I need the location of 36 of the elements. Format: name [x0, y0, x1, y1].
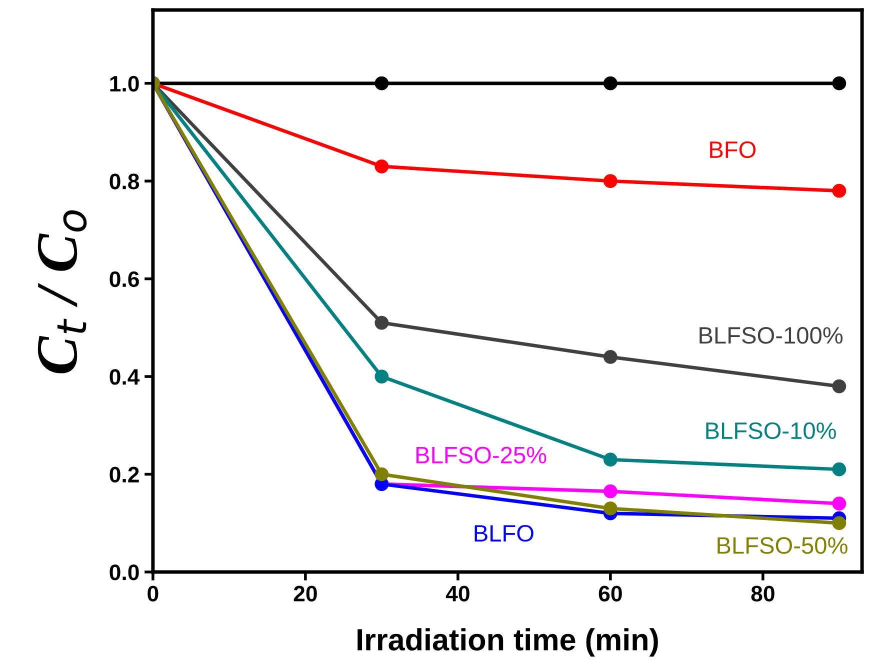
point — [832, 516, 846, 530]
point — [374, 467, 389, 482]
y-tick-label: 0.4 — [110, 369, 140, 385]
series-label: BFO — [710, 141, 756, 158]
point — [374, 159, 389, 174]
y-tick-label: 0.2 — [110, 466, 139, 483]
point — [374, 370, 389, 384]
point — [603, 350, 618, 364]
point — [603, 484, 618, 498]
series-label: BLFSO-25% — [416, 446, 546, 464]
series-label: BLFO — [474, 524, 534, 542]
point — [603, 174, 618, 188]
y-tick-label: 1.0 — [110, 76, 139, 92]
x-tick-label: 20 — [294, 586, 317, 602]
x-axis-title: Irradiation time (min) — [358, 628, 658, 657]
x-tick-label: 80 — [751, 586, 774, 602]
point — [374, 76, 389, 90]
point — [603, 452, 618, 467]
y-tick-label: 0.0 — [110, 564, 139, 580]
series-label: BLFSO-10% — [706, 422, 836, 440]
point — [603, 502, 618, 516]
point — [832, 462, 846, 476]
y-tick-label: 0.6 — [110, 271, 139, 288]
y-axis-title: C$_{t}$ / C$_{o}$ — [38, 210, 87, 374]
x-tick-label: 40 — [446, 586, 470, 602]
x-tick-label: 0 — [148, 586, 158, 602]
point — [832, 496, 846, 511]
series-label: BLFSO-100% — [700, 327, 843, 344]
point — [832, 379, 846, 394]
series-label: BLFSO-50% — [718, 537, 848, 554]
point — [832, 76, 846, 90]
point — [832, 184, 846, 198]
y-tick-label: 0.8 — [110, 174, 140, 190]
point — [603, 76, 618, 90]
x-tick-label: 60 — [598, 586, 622, 602]
point — [374, 316, 389, 330]
